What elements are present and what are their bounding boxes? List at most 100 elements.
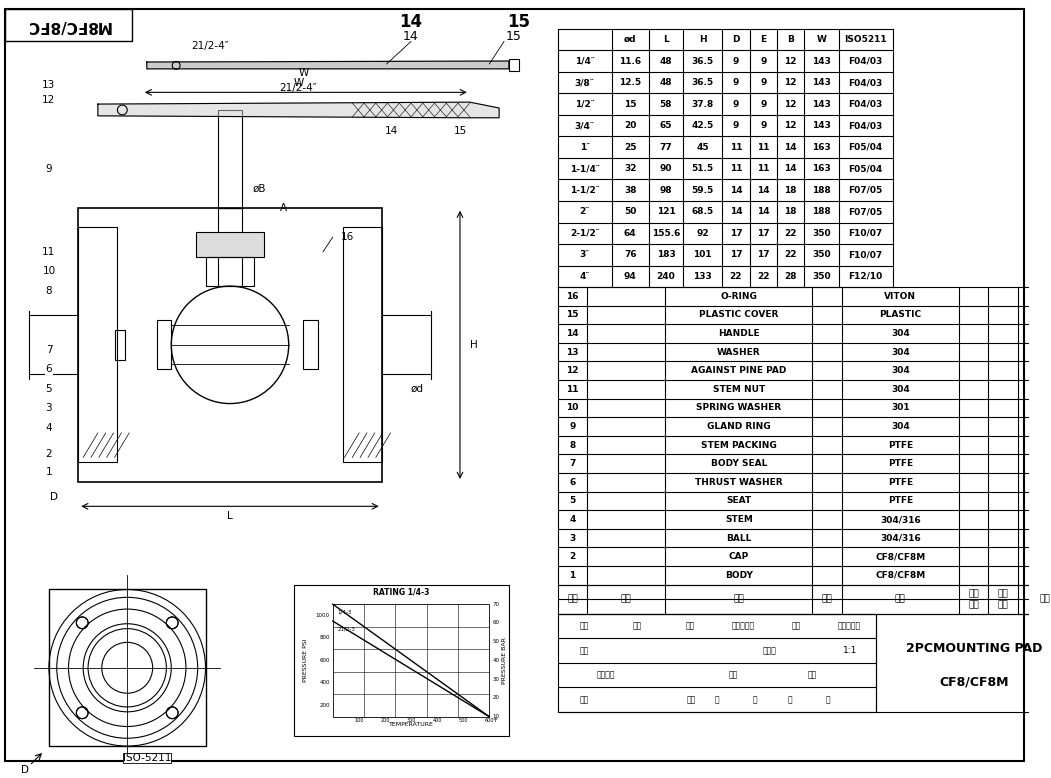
- Text: 304: 304: [891, 385, 910, 394]
- Text: RATING 1/4-3: RATING 1/4-3: [373, 588, 430, 597]
- Text: 36.5: 36.5: [692, 57, 714, 65]
- Text: 22: 22: [757, 272, 769, 281]
- Text: F10/07: F10/07: [848, 229, 883, 238]
- Text: 12.5: 12.5: [619, 78, 641, 87]
- Bar: [304, 321, 318, 370]
- Text: 总计
重量: 总计 重量: [997, 590, 1009, 609]
- Text: 101: 101: [694, 251, 712, 259]
- Text: 304/316: 304/316: [880, 515, 921, 524]
- Text: F04/03: F04/03: [848, 78, 883, 87]
- Text: 审核: 审核: [580, 695, 589, 704]
- Text: 共: 共: [715, 695, 719, 704]
- Text: 单件
重量: 单件 重量: [968, 590, 980, 609]
- Text: 名称: 名称: [734, 595, 744, 604]
- Text: 张: 张: [753, 695, 758, 704]
- Text: PRESSURE PSI: PRESSURE PSI: [303, 639, 308, 682]
- Text: 15: 15: [508, 13, 530, 31]
- Text: 16: 16: [566, 292, 579, 301]
- Text: 9: 9: [760, 121, 766, 130]
- Text: 21/2-3: 21/2-3: [337, 627, 355, 632]
- Text: 13: 13: [566, 348, 579, 356]
- Text: 18: 18: [784, 186, 797, 194]
- Text: 68.5: 68.5: [692, 207, 714, 216]
- Text: 600: 600: [485, 718, 494, 723]
- Text: øB: øB: [252, 184, 266, 193]
- Text: THRUST WASHER: THRUST WASHER: [695, 478, 783, 487]
- Text: 7: 7: [45, 345, 53, 355]
- Text: H: H: [470, 340, 477, 350]
- Text: 12: 12: [784, 57, 797, 65]
- Text: 15: 15: [624, 100, 637, 109]
- Text: 90: 90: [660, 164, 673, 173]
- Text: 分区: 分区: [685, 622, 695, 631]
- Text: 42.5: 42.5: [692, 121, 714, 130]
- Text: PLASTIC: PLASTIC: [880, 310, 922, 320]
- Text: 304: 304: [891, 366, 910, 375]
- Text: 设计: 设计: [580, 647, 589, 655]
- Text: 12: 12: [784, 78, 797, 87]
- Text: CF8/CF8M: CF8/CF8M: [875, 571, 926, 580]
- Text: ød: ød: [411, 384, 424, 394]
- Text: 备注: 备注: [1039, 595, 1050, 604]
- Text: 350: 350: [812, 272, 831, 281]
- Text: 2-1/2″: 2-1/2″: [570, 229, 600, 238]
- Text: F05/04: F05/04: [848, 164, 883, 173]
- Text: 4: 4: [45, 423, 53, 433]
- Text: WASHER: WASHER: [717, 348, 761, 356]
- Text: 11: 11: [42, 247, 56, 257]
- Text: 张: 张: [826, 695, 830, 704]
- Bar: [509, 59, 519, 71]
- Text: 143: 143: [812, 121, 831, 130]
- Text: 6: 6: [570, 478, 576, 487]
- Text: 22: 22: [729, 272, 742, 281]
- Text: 70: 70: [492, 601, 499, 607]
- Text: 28: 28: [784, 272, 797, 281]
- Text: 18: 18: [784, 207, 797, 216]
- Text: 5: 5: [570, 496, 576, 506]
- Text: 序号: 序号: [568, 595, 578, 604]
- Text: 400: 400: [432, 718, 441, 723]
- Text: 4: 4: [570, 515, 576, 524]
- Text: 14: 14: [757, 207, 769, 216]
- Text: 500: 500: [458, 718, 468, 723]
- Text: 155.6: 155.6: [652, 229, 680, 238]
- Text: 200: 200: [380, 718, 390, 723]
- Text: 12: 12: [784, 100, 797, 109]
- Text: 3″: 3″: [579, 251, 590, 259]
- Text: PTFE: PTFE: [888, 496, 913, 506]
- Text: 14: 14: [399, 13, 423, 31]
- Text: 200: 200: [320, 703, 330, 708]
- Text: 48: 48: [660, 78, 673, 87]
- Text: 3: 3: [45, 404, 53, 413]
- Text: 400: 400: [320, 681, 330, 685]
- Text: 143: 143: [812, 100, 831, 109]
- Text: 14: 14: [404, 30, 419, 43]
- Text: 年、月、日: 年、月、日: [838, 622, 861, 631]
- Text: 11: 11: [757, 142, 769, 152]
- Text: H: H: [699, 35, 706, 44]
- Text: 30: 30: [492, 677, 499, 682]
- Text: 350: 350: [812, 251, 831, 259]
- Text: 17: 17: [729, 251, 742, 259]
- Bar: [343, 227, 382, 462]
- Bar: [218, 110, 242, 286]
- Text: STEM NUT: STEM NUT: [713, 385, 765, 394]
- Text: O-RING: O-RING: [720, 292, 758, 301]
- Text: 22: 22: [784, 251, 797, 259]
- Text: 17: 17: [729, 229, 742, 238]
- Text: 14: 14: [729, 207, 742, 216]
- Text: 1/4-3: 1/4-3: [337, 609, 352, 614]
- Text: 304/316: 304/316: [880, 534, 921, 542]
- Text: 14: 14: [729, 186, 742, 194]
- Text: 240: 240: [657, 272, 676, 281]
- Text: 比例: 比例: [807, 671, 817, 680]
- Text: 77: 77: [660, 142, 673, 152]
- Text: A: A: [281, 203, 287, 213]
- Text: 13: 13: [42, 80, 56, 90]
- Text: 300: 300: [407, 718, 416, 723]
- Text: 304: 304: [891, 329, 910, 338]
- Bar: [49, 590, 206, 746]
- Text: 45: 45: [697, 142, 709, 152]
- Bar: [333, 605, 490, 717]
- Text: 9: 9: [45, 163, 53, 173]
